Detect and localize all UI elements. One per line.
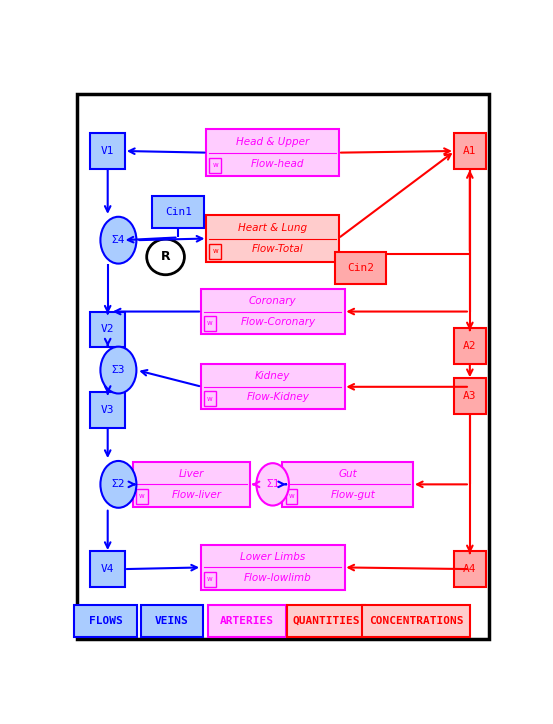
FancyBboxPatch shape xyxy=(74,605,137,637)
Circle shape xyxy=(101,347,137,394)
FancyBboxPatch shape xyxy=(201,364,345,409)
FancyBboxPatch shape xyxy=(453,133,486,169)
Text: w: w xyxy=(207,576,213,582)
Text: FLOWS: FLOWS xyxy=(88,616,122,626)
Text: Flow-lowlimb: Flow-lowlimb xyxy=(244,573,312,583)
Text: ARTERIES: ARTERIES xyxy=(220,616,274,626)
FancyBboxPatch shape xyxy=(90,551,125,587)
FancyBboxPatch shape xyxy=(77,93,489,639)
FancyBboxPatch shape xyxy=(90,133,125,169)
Text: Flow-liver: Flow-liver xyxy=(171,490,221,500)
Ellipse shape xyxy=(147,239,184,274)
Text: Head & Upper: Head & Upper xyxy=(236,137,309,147)
FancyBboxPatch shape xyxy=(282,462,413,507)
Text: A3: A3 xyxy=(463,391,477,401)
FancyBboxPatch shape xyxy=(90,311,125,348)
Text: Heart & Lung: Heart & Lung xyxy=(238,223,307,232)
Text: Σ1: Σ1 xyxy=(266,479,279,489)
Circle shape xyxy=(101,216,137,264)
Circle shape xyxy=(101,461,137,508)
Text: A2: A2 xyxy=(463,341,477,351)
Text: Σ2: Σ2 xyxy=(112,479,125,489)
Text: w: w xyxy=(212,162,218,168)
FancyBboxPatch shape xyxy=(206,215,340,262)
FancyBboxPatch shape xyxy=(362,605,470,637)
Text: w: w xyxy=(207,395,213,402)
Text: w: w xyxy=(207,320,213,327)
Text: V3: V3 xyxy=(101,405,114,416)
FancyBboxPatch shape xyxy=(204,316,216,331)
FancyBboxPatch shape xyxy=(201,545,345,590)
Text: Σ4: Σ4 xyxy=(112,235,125,245)
Text: Flow-head: Flow-head xyxy=(251,159,305,169)
Text: Liver: Liver xyxy=(179,469,204,479)
FancyBboxPatch shape xyxy=(453,379,486,414)
Text: Σ3: Σ3 xyxy=(112,365,125,375)
Text: R: R xyxy=(161,251,170,264)
FancyBboxPatch shape xyxy=(335,252,387,285)
Text: QUANTITIES: QUANTITIES xyxy=(293,616,360,626)
FancyBboxPatch shape xyxy=(140,605,204,637)
Text: Flow-Coronary: Flow-Coronary xyxy=(241,317,315,327)
Text: Flow-Total: Flow-Total xyxy=(252,245,304,254)
FancyBboxPatch shape xyxy=(204,391,216,406)
FancyBboxPatch shape xyxy=(285,489,297,504)
Text: w: w xyxy=(212,248,218,254)
Text: A4: A4 xyxy=(463,564,477,574)
FancyBboxPatch shape xyxy=(201,289,345,334)
FancyBboxPatch shape xyxy=(288,605,365,637)
FancyBboxPatch shape xyxy=(453,551,486,587)
FancyBboxPatch shape xyxy=(210,243,221,258)
Text: CONCENTRATIONS: CONCENTRATIONS xyxy=(369,616,463,626)
Text: Lower Limbs: Lower Limbs xyxy=(240,552,305,562)
FancyBboxPatch shape xyxy=(208,605,286,637)
FancyBboxPatch shape xyxy=(204,572,216,586)
Circle shape xyxy=(257,463,289,505)
FancyBboxPatch shape xyxy=(453,328,486,364)
FancyBboxPatch shape xyxy=(153,196,205,229)
Text: w: w xyxy=(289,493,294,499)
Text: w: w xyxy=(139,493,145,499)
FancyBboxPatch shape xyxy=(133,462,250,507)
Text: A1: A1 xyxy=(463,146,477,156)
Text: V4: V4 xyxy=(101,564,114,574)
Text: Cin2: Cin2 xyxy=(347,263,374,273)
Text: Gut: Gut xyxy=(338,469,357,479)
Text: VEINS: VEINS xyxy=(155,616,189,626)
FancyBboxPatch shape xyxy=(206,130,340,176)
Text: Flow-Kidney: Flow-Kidney xyxy=(247,392,309,403)
Text: Flow-gut: Flow-gut xyxy=(330,490,375,500)
Text: Coronary: Coronary xyxy=(249,296,296,306)
FancyBboxPatch shape xyxy=(90,392,125,428)
Text: Kidney: Kidney xyxy=(255,371,290,382)
Text: V2: V2 xyxy=(101,324,114,334)
Text: V1: V1 xyxy=(101,146,114,156)
FancyBboxPatch shape xyxy=(210,158,221,173)
Text: Cin1: Cin1 xyxy=(165,207,192,217)
FancyBboxPatch shape xyxy=(136,489,148,504)
